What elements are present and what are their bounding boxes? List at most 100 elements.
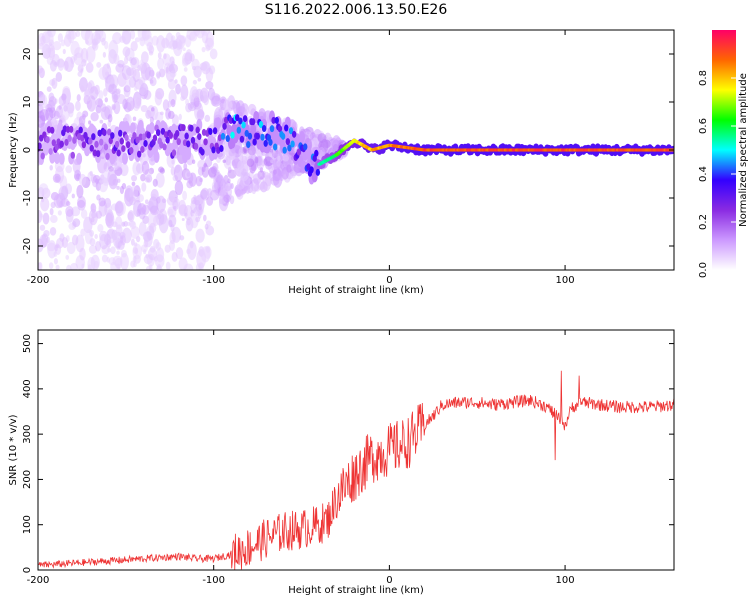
spectrogram-ridge-core bbox=[135, 136, 140, 144]
spectrogram-ridge-core bbox=[287, 144, 292, 152]
spectrogram-noise-blob bbox=[134, 37, 140, 43]
y-tick-label: 10 bbox=[22, 96, 33, 109]
spectrogram-noise-blob bbox=[88, 120, 92, 125]
spectrogram-noise-blob bbox=[130, 57, 137, 66]
x-tick-label: -100 bbox=[202, 275, 225, 286]
spectrogram-ridge-core bbox=[288, 127, 294, 135]
spectrogram-noise-blob bbox=[262, 175, 272, 191]
spectrogram-noise-blob bbox=[48, 262, 54, 270]
spectrogram-noise-blob bbox=[186, 30, 197, 41]
spectrogram-noise-blob bbox=[201, 46, 206, 53]
spectrogram-ridge-halo bbox=[153, 150, 160, 163]
spectrogram-noise-blob bbox=[260, 176, 264, 180]
spectrogram-noise-blob bbox=[169, 70, 177, 78]
spectrogram-ridge-core bbox=[197, 133, 202, 141]
spectrogram-ridge-core bbox=[119, 137, 125, 145]
spectrogram-noise-blob bbox=[88, 209, 98, 226]
spectrogram-noise-blob bbox=[122, 227, 132, 244]
spectrogram-noise-blob bbox=[76, 94, 81, 102]
spectrogram-noise-blob bbox=[192, 79, 197, 85]
spectrogram-noise-blob bbox=[178, 199, 187, 215]
spectrogram-ridge-core bbox=[258, 121, 264, 129]
spectrogram-noise-blob bbox=[200, 94, 205, 102]
spectrogram-ridge-core bbox=[136, 150, 142, 158]
spectrogram-noise-blob bbox=[71, 234, 79, 246]
spectrogram-noise-blob bbox=[117, 178, 121, 183]
spectrogram-ridge-core bbox=[78, 126, 83, 134]
spectrogram-ridge-core bbox=[38, 134, 44, 142]
spectrogram-noise-blob bbox=[165, 66, 169, 73]
spectrogram-ridge-core bbox=[242, 115, 248, 123]
spectrogram-ridge-core bbox=[274, 116, 279, 124]
spectrogram-noise-blob bbox=[126, 96, 135, 112]
spectrogram-ridge-core bbox=[118, 129, 123, 137]
spectrogram-noise-blob bbox=[68, 30, 77, 40]
spectrogram-noise-blob bbox=[227, 178, 231, 184]
spectrogram-noise-blob bbox=[120, 252, 129, 270]
spectrogram-noise-blob bbox=[205, 67, 214, 82]
spectrogram-noise-blob bbox=[112, 255, 123, 267]
spectrogram-noise-blob bbox=[247, 103, 257, 115]
spectrogram-noise-blob bbox=[123, 220, 128, 227]
spectrogram-noise-blob bbox=[80, 228, 86, 237]
spectrogram-ridge-core bbox=[110, 132, 115, 140]
spectrogram-noise-blob bbox=[50, 45, 54, 52]
spectrogram-noise-blob bbox=[80, 85, 85, 93]
spectrogram-noise-blob bbox=[76, 184, 84, 199]
spectrogram-ridge-core bbox=[152, 134, 158, 142]
spectrogram-noise-blob bbox=[39, 224, 46, 231]
spectrogram-noise-blob bbox=[46, 86, 52, 92]
spectrogram-noise-blob bbox=[247, 145, 256, 156]
spectrogram-noise-blob bbox=[66, 241, 76, 255]
spectrogram-noise-blob bbox=[156, 265, 163, 270]
spectrogram-noise-blob bbox=[223, 99, 231, 113]
spectrogram-noise-blob bbox=[75, 100, 81, 111]
spectrogram-noise-blob bbox=[96, 62, 102, 68]
spectrogram-noise-blob bbox=[143, 239, 149, 248]
spectrogram-noise-blob bbox=[130, 40, 138, 52]
spectrogram-noise-blob bbox=[164, 244, 171, 253]
spectrogram-noise-blob bbox=[181, 217, 185, 222]
spectrogram-noise-blob bbox=[116, 250, 120, 255]
spectrogram-noise-blob bbox=[84, 30, 94, 46]
spectrogram-noise-blob bbox=[174, 180, 184, 196]
spectrogram-noise-blob bbox=[141, 182, 147, 192]
spectrogram-noise-blob bbox=[70, 262, 78, 270]
snr-xlabel: Height of straight line (km) bbox=[288, 585, 424, 596]
spectrogram-noise-blob bbox=[203, 162, 207, 168]
spectrogram-noise-blob bbox=[38, 261, 43, 270]
spectrogram-ridge-core bbox=[70, 151, 75, 159]
spectrogram-noise-blob bbox=[114, 216, 123, 230]
spectrogram-noise-blob bbox=[38, 183, 49, 195]
spectrogram-noise-blob bbox=[65, 165, 73, 174]
spectrogram-noise-blob bbox=[132, 255, 137, 263]
snr-ylabel: SNR (10 * v/v) bbox=[8, 414, 19, 485]
spectrogram-noise-blob bbox=[127, 210, 135, 223]
spectrogram-noise-blob bbox=[168, 214, 177, 228]
spectrogram-noise-blob bbox=[205, 80, 214, 90]
spectrogram-noise-blob bbox=[176, 154, 181, 161]
spectrogram-noise-blob bbox=[107, 247, 112, 253]
spectrogram-noise-blob bbox=[96, 30, 101, 36]
spectrogram-noise-blob bbox=[251, 187, 257, 195]
spectrogram-noise-blob bbox=[211, 95, 221, 107]
spectrogram-noise-blob bbox=[64, 56, 74, 72]
spectrogram-noise-blob bbox=[53, 258, 58, 265]
spectrogram-noise-blob bbox=[103, 88, 108, 97]
spectrogram-noise-blob bbox=[116, 94, 126, 105]
spectrogram-noise-blob bbox=[130, 238, 135, 246]
colorbar-tick-label: 0.6 bbox=[698, 118, 709, 134]
x-tick-label: -100 bbox=[202, 575, 225, 586]
spectrogram-noise-blob bbox=[159, 167, 165, 174]
spectrogram-ridge-core bbox=[309, 166, 314, 174]
spectrogram-noise-blob bbox=[205, 44, 211, 52]
y-tick-label: -10 bbox=[22, 190, 33, 206]
spectrogram-noise-blob bbox=[39, 213, 44, 218]
spectrogram-noise-blob bbox=[61, 236, 68, 249]
spectrogram-ridge-halo bbox=[121, 152, 128, 165]
spectrogram-noise-blob bbox=[52, 173, 61, 183]
spectrogram-noise-blob bbox=[131, 174, 138, 182]
spectrogram-ridge-core bbox=[176, 138, 181, 146]
spectrogram-noise-blob bbox=[60, 39, 66, 47]
spectrogram-noise-blob bbox=[49, 214, 58, 224]
